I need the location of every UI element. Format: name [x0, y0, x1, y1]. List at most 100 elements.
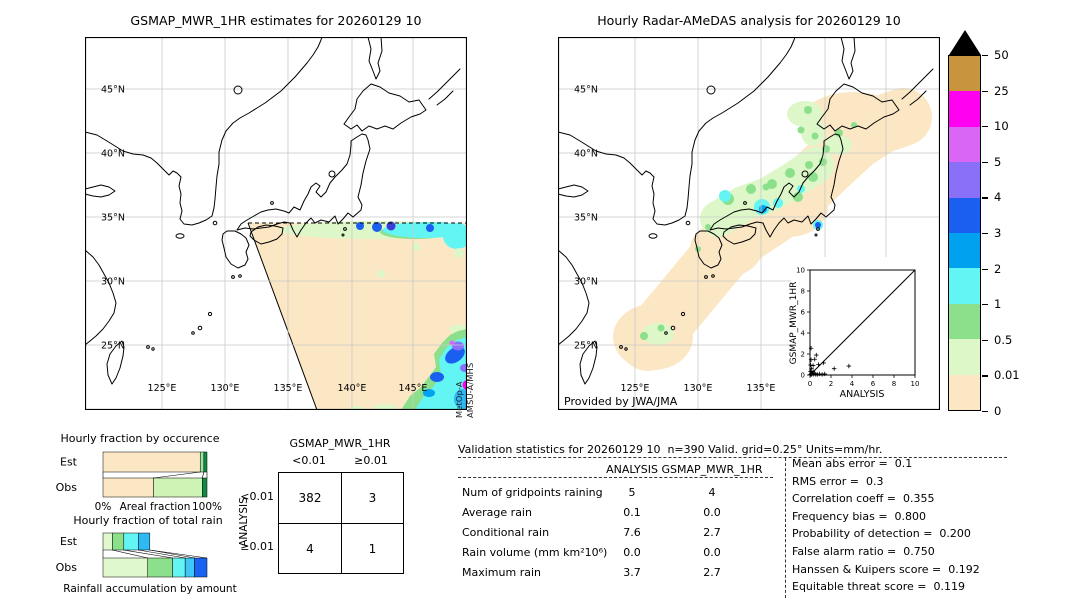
validation-value-gsmap: 2.7 — [703, 566, 721, 579]
connector-line — [202, 471, 205, 479]
row-label: Obs — [56, 561, 78, 574]
chart-title: Hourly fraction of total rain — [73, 514, 222, 527]
colorbar-segment — [949, 126, 980, 163]
colorbar-label: 0 — [994, 404, 1002, 418]
lon-label: 130°E — [211, 383, 240, 394]
inset-ytick: 10 — [796, 267, 805, 275]
validation-value-analysis: 0.1 — [623, 506, 641, 519]
radar-analysis-map: 0 2 4 6 8 10 0 2 4 6 8 10 ANALYSIS GSMAP_MWR_1HR 45°N… — [558, 37, 940, 410]
validation-metric: Correlation coeff = 0.355 — [792, 492, 935, 505]
validation-value-gsmap: 4 — [708, 486, 716, 499]
validation-value-analysis: 7.6 — [623, 526, 641, 539]
metric-label: RMS error = — [792, 474, 859, 488]
scatter-point — [809, 366, 814, 371]
row-label: Est — [60, 535, 78, 548]
divider — [458, 477, 773, 478]
inset-xtick: 0 — [808, 380, 812, 388]
row-label: Obs — [56, 481, 78, 494]
lat-label: 25°N — [574, 341, 598, 352]
inset-axes — [809, 269, 916, 376]
lat-label: 30°N — [101, 277, 125, 288]
colorbar-tick — [982, 197, 988, 199]
validation-metric: Probability of detection = 0.200 — [792, 527, 971, 540]
validation-row-label: Conditional rain — [462, 526, 550, 539]
divider — [458, 457, 1007, 458]
colorbar-tick — [982, 411, 988, 413]
inset-xtick: 2 — [829, 380, 833, 388]
contingency-cell-miss: 4 — [279, 523, 341, 573]
contingency-cell-false-alarm: 3 — [341, 473, 403, 523]
metric-label: Frequency bias = — [792, 509, 888, 523]
inset-xlabel: ANALYSIS — [840, 389, 885, 400]
colorbar-segments — [948, 55, 981, 411]
inset-xtick: 10 — [911, 380, 920, 388]
inset-ylabel: GSMAP_MWR_1HR — [789, 282, 799, 365]
sensor-name-label: AMSU-A/MHS — [465, 362, 475, 418]
lat-label: 40°N — [101, 149, 125, 160]
scatter-point — [819, 372, 825, 377]
metric-value: 0.192 — [948, 562, 980, 576]
scatter-point — [831, 366, 837, 371]
colorbar-label: 4 — [994, 190, 1002, 205]
map-border — [558, 37, 940, 410]
left-axis-labels: 45°N 40°N 35°N 30°N 25°N 125°E 130°E 135°E 140°E… — [101, 85, 427, 395]
colorbar-segment — [949, 233, 980, 269]
metric-value: 0.800 — [894, 509, 927, 523]
connector-line — [112, 549, 148, 559]
colorbar-segment — [949, 374, 980, 411]
bar-segment — [153, 477, 203, 498]
metric-value: 0.3 — [865, 474, 884, 488]
validation-value-analysis: 3.7 — [623, 566, 641, 579]
scatter-point — [815, 372, 820, 377]
gsmap-swath — [247, 221, 467, 410]
divider — [785, 458, 786, 598]
validation-value-analysis: 5 — [628, 486, 636, 499]
colorbar-segment — [949, 339, 980, 375]
inset-ytick: 4 — [801, 330, 806, 338]
colorbar-tick — [982, 233, 988, 235]
scatter-point — [816, 362, 821, 367]
lon-label: 125°E — [621, 383, 650, 394]
bar-segment — [123, 532, 139, 551]
metric-label: Hanssen & Kuipers score = — [792, 562, 942, 576]
gsmap-estimate-map: 45°N 40°N 35°N 30°N 25°N 125°E 130°E 135°E 140°E… — [85, 37, 467, 410]
contingency-col-label: ≥0.01 — [354, 454, 388, 467]
validation-row-label: Average rain — [462, 506, 532, 519]
lat-label: 35°N — [574, 213, 598, 224]
validation-metric: Equitable threat score = 0.119 — [792, 580, 965, 593]
scatter-point — [812, 357, 817, 362]
radar-rain — [613, 88, 932, 371]
contingency-cell-hit: 1 — [341, 523, 403, 573]
colorbar-label: 2 — [994, 261, 1002, 276]
validation-col-analysis: ANALYSIS — [606, 463, 658, 476]
colorbar-segment — [949, 56, 980, 92]
metric-label: Equitable threat score = — [792, 580, 927, 594]
bar-segment — [112, 532, 125, 551]
contingency-col-header: GSMAP_MWR_1HR — [289, 437, 391, 450]
bar-segment — [138, 532, 151, 551]
metric-value: 0.200 — [939, 527, 971, 541]
validation-col-gsmap: GSMAP_MWR_1HR — [661, 463, 763, 476]
inset-xtick: 8 — [892, 380, 896, 388]
colorbar-label: 0.01 — [994, 368, 1020, 383]
validation-row-label: Maximum rain — [462, 566, 541, 579]
lat-label: 30°N — [574, 277, 598, 288]
metric-value: 0.750 — [903, 545, 935, 558]
lat-label: 35°N — [101, 213, 125, 224]
lat-label: 45°N — [101, 85, 125, 96]
scatter-point — [808, 369, 813, 374]
validation-row-label: Num of gridpoints raining — [462, 486, 603, 499]
inset-ytick: 0 — [801, 372, 805, 380]
rainrate-colorbar: 50 25 10 5 4 3 2 1 0.5 0.01 0 — [948, 30, 1080, 424]
bar-segment — [172, 557, 186, 578]
inset-ytick: 6 — [801, 309, 806, 317]
lon-label: 145°E — [399, 383, 428, 394]
satellite-name-label: MetOp-A — [454, 381, 464, 418]
metric-label: False alarm ratio = — [792, 545, 897, 558]
inset-ytick: 8 — [801, 288, 805, 296]
inset-xtick: 6 — [871, 380, 876, 388]
validation-metric: Mean abs error = 0.1 — [792, 457, 912, 470]
contingency-row-label: <0.01 — [240, 490, 274, 503]
scatter-point — [822, 371, 827, 377]
validation-value-gsmap: 2.7 — [703, 526, 721, 539]
